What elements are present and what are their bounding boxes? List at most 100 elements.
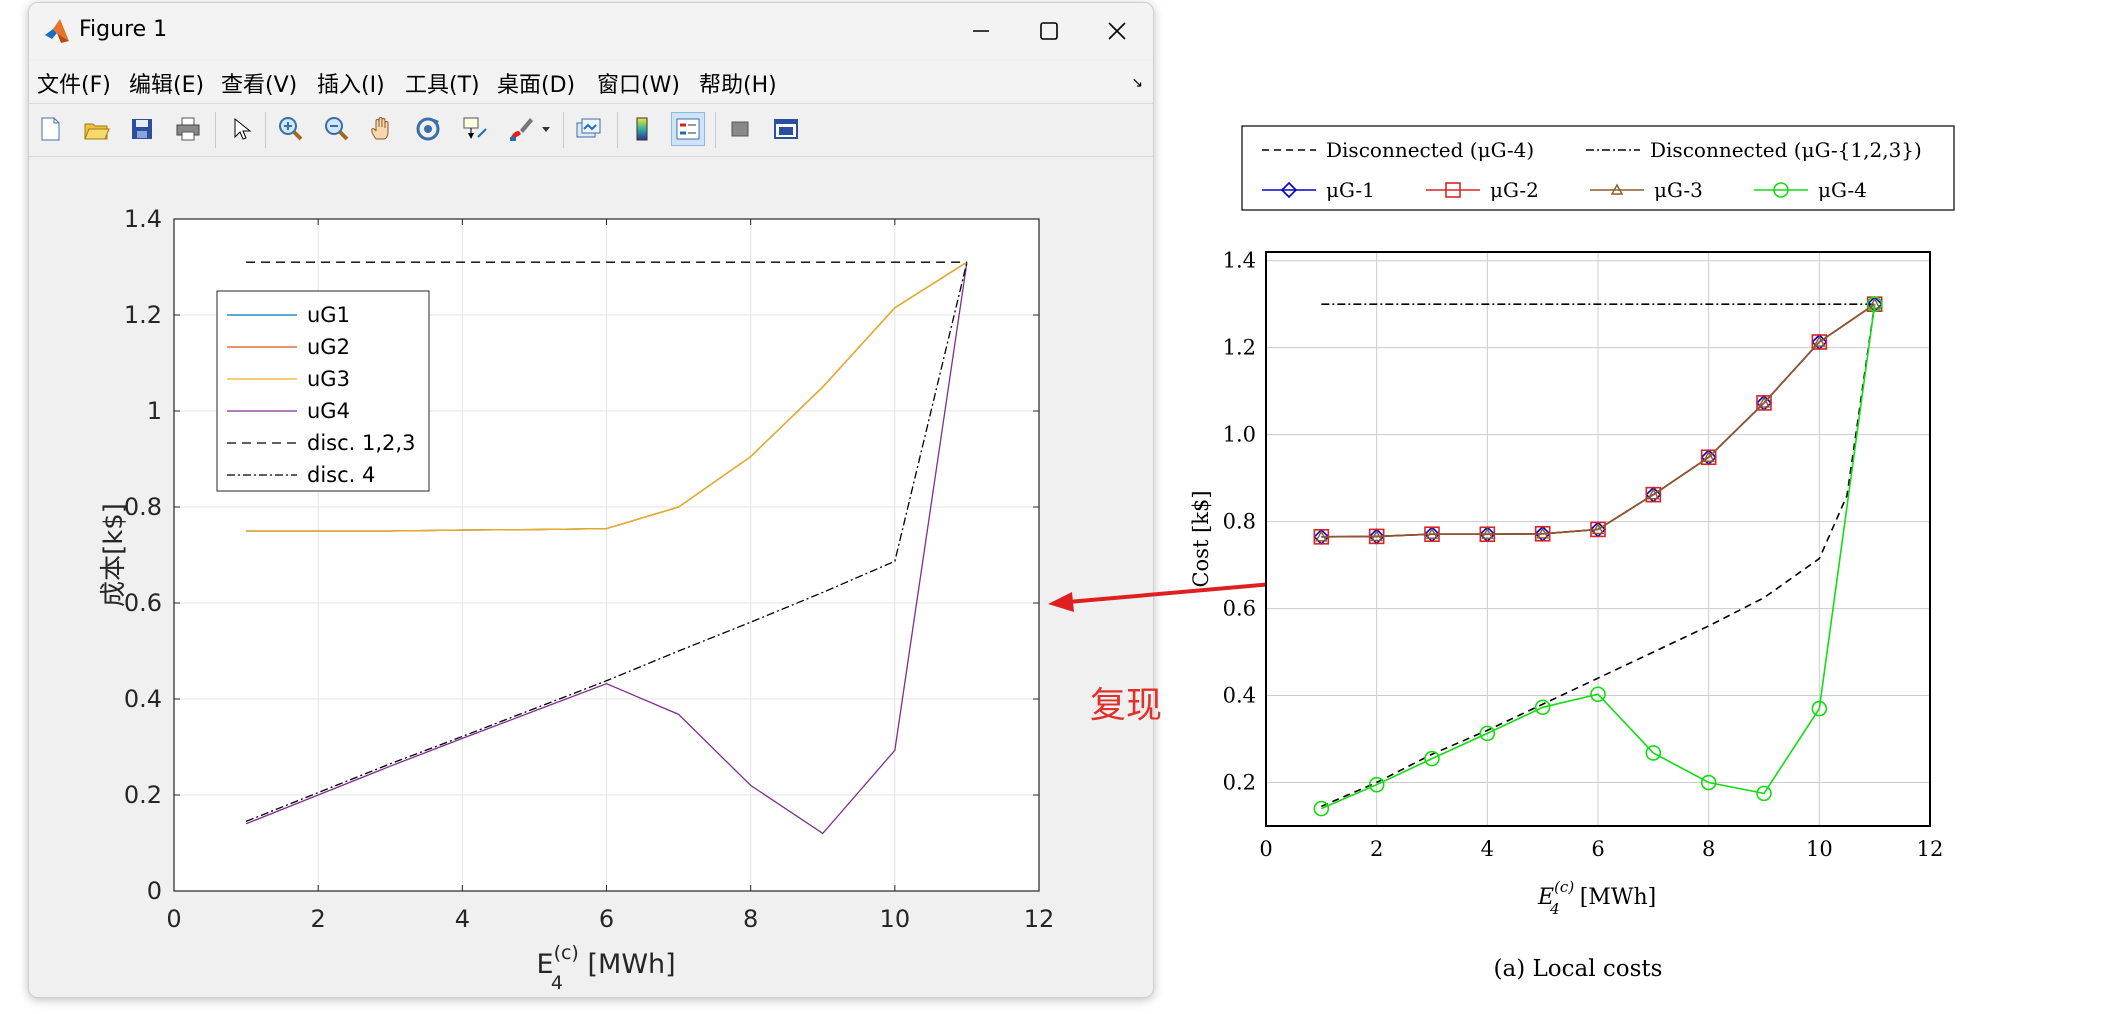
menu-bar: 文件(F) 编辑(E) 查看(V) 插入(I) 工具(T) 桌面(D) 窗口(W…: [29, 61, 1153, 101]
legend-label: Disconnected (μG-4): [1326, 138, 1534, 162]
pan-icon[interactable]: [365, 112, 399, 146]
marker-triangle: [1536, 527, 1549, 539]
y-tick-label: 1.4: [1223, 249, 1256, 273]
y-tick-label: 1.0: [1223, 423, 1256, 447]
marker-circle: [1590, 686, 1606, 703]
close-button[interactable]: [1087, 9, 1147, 53]
link-plot-icon[interactable]: [571, 112, 605, 146]
data-cursor-icon[interactable]: [457, 112, 491, 146]
menu-tools[interactable]: 工具(T): [405, 73, 480, 98]
minimize-button[interactable]: [951, 9, 1011, 53]
menu-help[interactable]: 帮助(H): [699, 73, 777, 98]
x-tick-label: 2: [1370, 837, 1383, 861]
y-tick-label: 0.4: [1223, 684, 1256, 708]
open-icon[interactable]: [79, 112, 113, 146]
menu-view[interactable]: 查看(V): [221, 73, 298, 98]
minimize-icon: [973, 30, 989, 32]
y-tick-label: 0.2: [1223, 771, 1256, 795]
figure-canvas[interactable]: 0 2 4 6 8 10 12 0 0.2 0.4 0.6 0.8 1 1.2 1.4 uG1 uG2 uG3 uG…: [29, 157, 1153, 997]
print-icon[interactable]: [171, 112, 205, 146]
save-icon[interactable]: [125, 112, 159, 146]
colorbar-icon[interactable]: [625, 112, 659, 146]
legend-label: μG-4: [1818, 178, 1867, 202]
x-axis-label: E(c) 4 [MWh]: [1537, 878, 1656, 918]
plot-frame: [173, 218, 1040, 892]
menu-insert[interactable]: 插入(I): [317, 73, 385, 98]
marker-circle: [1313, 800, 1330, 817]
marker-circle: [1811, 700, 1828, 717]
legend-icon[interactable]: [671, 112, 705, 146]
menu-window[interactable]: 窗口(W): [597, 73, 680, 98]
y-axis-label: 成本[k$]: [99, 503, 129, 607]
window-title: Figure 1: [79, 17, 168, 42]
y-tick-label: 0.4: [124, 685, 162, 713]
marker-triangle: [1610, 183, 1624, 195]
series-line: [1321, 304, 1876, 810]
legend-label: disc. 4: [307, 463, 375, 487]
legend-label: μG-2: [1490, 178, 1539, 202]
undock-arrow-icon[interactable]: ↘: [1131, 75, 1143, 91]
x-tick-label: 6: [1591, 837, 1604, 861]
y-tick-label: 0.8: [1223, 510, 1256, 534]
annotation-label: 复现: [1090, 685, 1163, 726]
marker-square: [1811, 334, 1828, 350]
legend-label: disc. 1,2,3: [307, 431, 415, 455]
brush-icon[interactable]: [503, 112, 537, 146]
figure-toolbar: [29, 103, 1153, 157]
legend-box: [216, 290, 430, 492]
series-line: [1321, 304, 1876, 808]
marker-triangle: [1315, 530, 1328, 542]
marker-circle: [1866, 296, 1883, 312]
rotate-icon[interactable]: [411, 112, 445, 146]
reference-chart: 0 2 4 6 8 10 12 0.2 0.4 0.6 0.8 1.0 1.2 1.4 Disconnect…: [1189, 125, 1955, 982]
legend-label: μG-3: [1654, 178, 1703, 202]
hide-tools-icon[interactable]: [723, 112, 757, 146]
marker-triangle: [1757, 396, 1771, 408]
marker-square: [1445, 182, 1461, 198]
marker-circle: [1479, 725, 1496, 742]
y-tick-label: 1.4: [124, 205, 162, 233]
matlab-logo-icon: [45, 19, 69, 43]
title-bar[interactable]: Figure 1: [29, 3, 1153, 59]
pointer-icon[interactable]: [223, 112, 257, 146]
marker-triangle: [1702, 450, 1715, 462]
y-tick-label: 0.8: [124, 493, 162, 521]
plot-frame: [1265, 251, 1931, 827]
x-tick-label: 12: [1024, 905, 1055, 933]
marker-triangle: [1591, 522, 1605, 535]
y-tick-label: 1: [147, 397, 162, 425]
x-axis-label: E(c) 4 [MWh]: [537, 942, 676, 994]
new-figure-icon[interactable]: [33, 112, 67, 146]
matlab-plot[interactable]: 0 2 4 6 8 10 12 0 0.2 0.4 0.6 0.8 1 1.2 1.4 uG1 uG2 uG3 uG…: [29, 157, 1153, 997]
x-tick-label: 12: [1917, 837, 1944, 861]
zoom-in-icon[interactable]: [273, 112, 307, 146]
chart-caption: (a) Local costs: [1494, 956, 1663, 982]
x-tick-label: 6: [599, 905, 614, 933]
series-line: [245, 262, 968, 835]
marker-square: [1700, 449, 1717, 466]
maximize-button[interactable]: [1019, 9, 1079, 53]
x-tick-label: 10: [1806, 837, 1833, 861]
marker-circle: [1645, 745, 1662, 761]
y-tick-label: 0: [147, 877, 162, 905]
menu-desktop[interactable]: 桌面(D): [497, 73, 576, 98]
legend-label: uG1: [307, 303, 350, 327]
x-tick-label: 10: [880, 905, 911, 933]
marker-square: [1645, 486, 1662, 503]
dock-icon[interactable]: [769, 112, 803, 146]
maximize-icon: [1040, 22, 1058, 40]
legend-label: uG2: [307, 335, 350, 359]
brush-dropdown-icon[interactable]: [537, 112, 555, 146]
x-tick-label: 4: [455, 905, 470, 933]
legend-box: [1241, 125, 1955, 211]
menu-edit[interactable]: 编辑(E): [129, 73, 205, 98]
marker-triangle: [1647, 488, 1660, 500]
zoom-out-icon[interactable]: [319, 112, 353, 146]
menu-file[interactable]: 文件(F): [37, 73, 111, 98]
x-tick-label: 4: [1481, 837, 1494, 861]
series-line: [246, 261, 968, 532]
x-tick-label: 2: [311, 905, 326, 933]
marker-square: [1756, 395, 1772, 411]
y-tick-label: 0.2: [124, 781, 162, 809]
marker-triangle: [1481, 527, 1494, 539]
